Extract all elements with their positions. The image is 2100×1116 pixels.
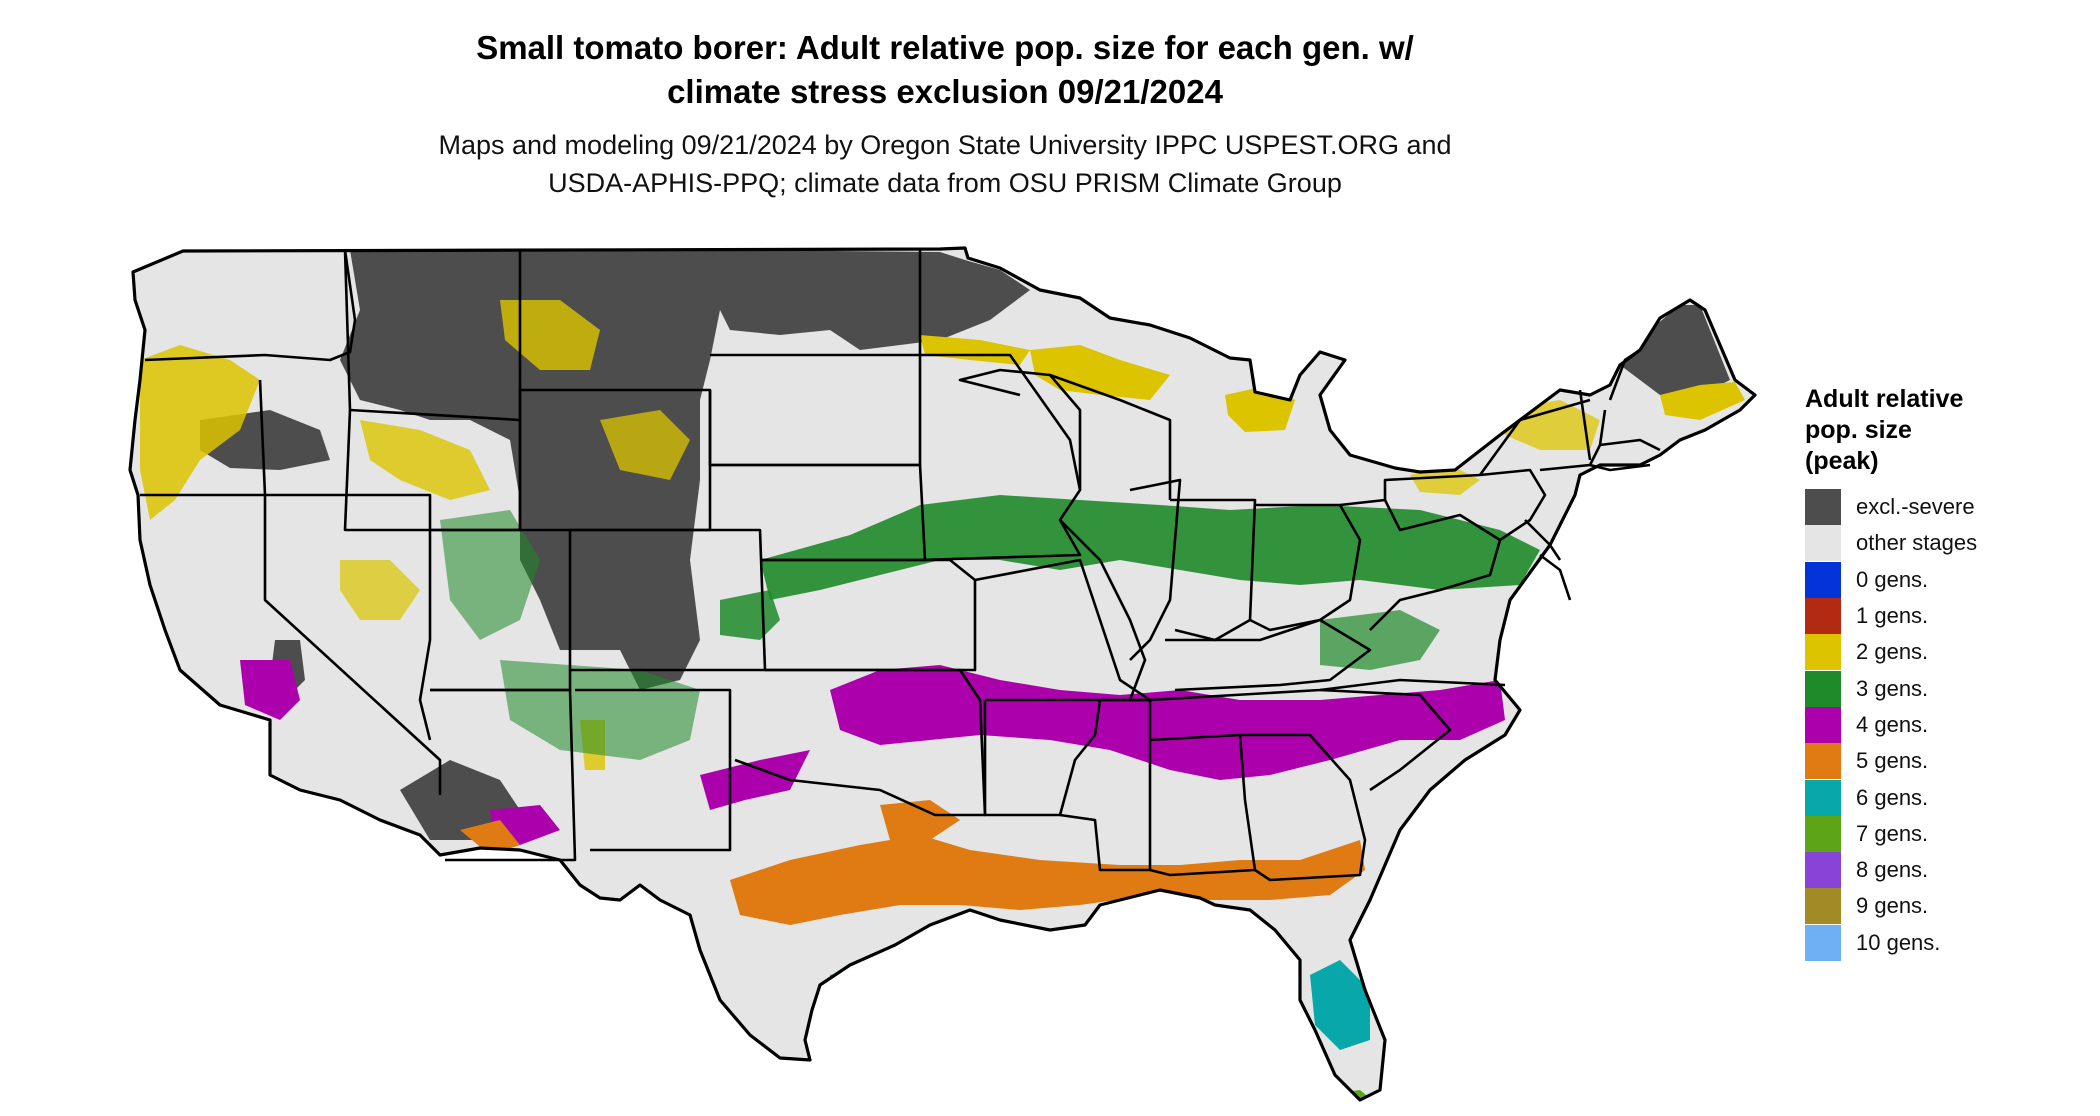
legend-title-line-3: (peak) (1805, 447, 1879, 475)
legend-label: 7 gens. (1856, 820, 1929, 846)
legend-item: 10 gens. (1805, 924, 2075, 961)
map-subtitle-line-1: Maps and modeling 09/21/2024 by Oregon S… (438, 130, 1452, 160)
legend-swatch (1805, 489, 1841, 526)
legend-swatch (1805, 815, 1841, 852)
legend-label: other stages (1856, 530, 1978, 556)
region-5gens-gulf (730, 835, 1365, 925)
legend: Adult relative pop. size (peak) excl.-se… (1805, 384, 2075, 961)
legend-item: 6 gens. (1805, 779, 2075, 816)
region-excl-severe-maine (1620, 305, 1730, 395)
legend-title: Adult relative pop. size (peak) (1805, 384, 2075, 477)
region-excl-severe-north (340, 250, 720, 690)
legend-swatch (1805, 888, 1841, 925)
region-4gens-ca (240, 660, 300, 720)
legend-item: excl.-severe (1805, 489, 2075, 526)
legend-swatch (1805, 525, 1841, 562)
legend-item: 3 gens. (1805, 670, 2075, 707)
region-5gens-tx-n (880, 800, 960, 840)
legend-swatch (1805, 743, 1841, 780)
generation-regions (140, 250, 1745, 1100)
legend-swatch (1805, 561, 1841, 598)
legend-item: other stages (1805, 525, 2075, 562)
legend-label: 3 gens. (1856, 675, 1929, 701)
region-5gens-az (460, 820, 520, 855)
legend-swatch (1805, 924, 1841, 961)
legend-label: 10 gens. (1856, 929, 1941, 955)
legend-swatch (1805, 598, 1841, 635)
legend-item: 2 gens. (1805, 634, 2075, 671)
legend-label: 8 gens. (1856, 857, 1929, 883)
region-4gens-south-central (830, 665, 1505, 780)
legend-item: 0 gens. (1805, 561, 2075, 598)
legend-item: 8 gens. (1805, 852, 2075, 889)
legend-item: 7 gens. (1805, 815, 2075, 852)
legend-swatch (1805, 852, 1841, 889)
region-2gens-me (1660, 382, 1745, 420)
region-3gens-plains-ks (720, 590, 780, 640)
legend-swatch (1805, 670, 1841, 707)
region-excl-severe-sw (400, 760, 520, 840)
legend-item: 1 gens. (1805, 598, 2075, 635)
legend-swatch (1805, 706, 1841, 743)
legend-label: 0 gens. (1856, 566, 1929, 592)
region-2gens-mt (500, 300, 600, 370)
legend-label: 5 gens. (1856, 748, 1929, 774)
region-2gens-idaho (360, 420, 490, 500)
region-3gens-appalachia (1320, 610, 1440, 670)
map-title-line-2: climate stress exclusion 09/21/2024 (667, 73, 1223, 110)
legend-item: 9 gens. (1805, 888, 2075, 925)
legend-label: 9 gens. (1856, 893, 1929, 919)
legend-item: 4 gens. (1805, 706, 2075, 743)
legend-label: 4 gens. (1856, 711, 1929, 737)
legend-item: 5 gens. (1805, 743, 2075, 780)
legend-swatch (1805, 634, 1841, 671)
legend-title-line-1: Adult relative (1805, 385, 1964, 413)
region-3gens-great-basin (440, 510, 540, 640)
state-borders (140, 249, 1661, 882)
region-2gens-upper-mi (1030, 345, 1170, 400)
region-4gens-ok-tx (700, 750, 810, 810)
region-6gens-south-fl (1310, 960, 1370, 1050)
map-subtitle-line-2: USDA-APHIS-PPQ; climate data from OSU PR… (548, 168, 1342, 198)
region-2gens-wy (600, 410, 690, 480)
region-2gens-mn-n (920, 335, 1030, 365)
legend-label: 1 gens. (1856, 603, 1929, 629)
legend-label: 6 gens. (1856, 784, 1929, 810)
legend-label: excl.-severe (1856, 494, 1975, 520)
legend-items: excl.-severe other stages 0 gens. 1 gens. 2 … (1805, 489, 2075, 961)
map-title-line-1: Small tomato borer: Adult relative pop. … (476, 29, 1414, 66)
region-excl-severe-mn (715, 250, 1030, 350)
region-3gens-central (760, 495, 1540, 600)
legend-swatch (1805, 779, 1841, 816)
legend-label: 2 gens. (1856, 639, 1929, 665)
legend-title-line-2: pop. size (1805, 416, 1912, 444)
region-3gens-southwest (500, 660, 700, 760)
region-2gens-pacific-nw (140, 345, 260, 520)
region-2gens-nevada (340, 560, 420, 620)
region-6gens-south-tx (830, 965, 905, 1045)
